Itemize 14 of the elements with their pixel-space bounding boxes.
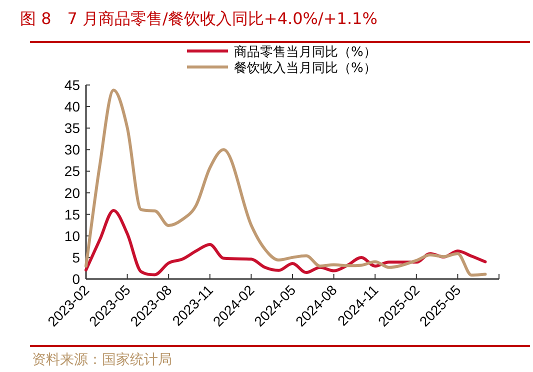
y-tick-label: 5 — [72, 249, 80, 266]
annotation: 资料来源：国家统计局 — [32, 352, 172, 368]
y-tick-label: 20 — [64, 184, 80, 201]
legend-label: 餐饮收入当月同比（%） — [234, 61, 376, 76]
y-tick-label: 35 — [64, 120, 80, 136]
y-tick-label: 10 — [64, 228, 80, 244]
y-tick-label: 0 — [72, 271, 80, 287]
y-tick-label: 45 — [64, 77, 80, 93]
legend-label: 商品零售当月同比（%） — [234, 45, 376, 60]
y-tick-label: 25 — [64, 163, 80, 180]
title: 图 8 7 月商品零售/餐饮收入同比+4.0%/+1.1% — [20, 9, 378, 28]
y-tick-label: 30 — [64, 142, 80, 158]
y-tick-label: 15 — [64, 206, 80, 222]
y-tick-label: 40 — [64, 98, 80, 115]
